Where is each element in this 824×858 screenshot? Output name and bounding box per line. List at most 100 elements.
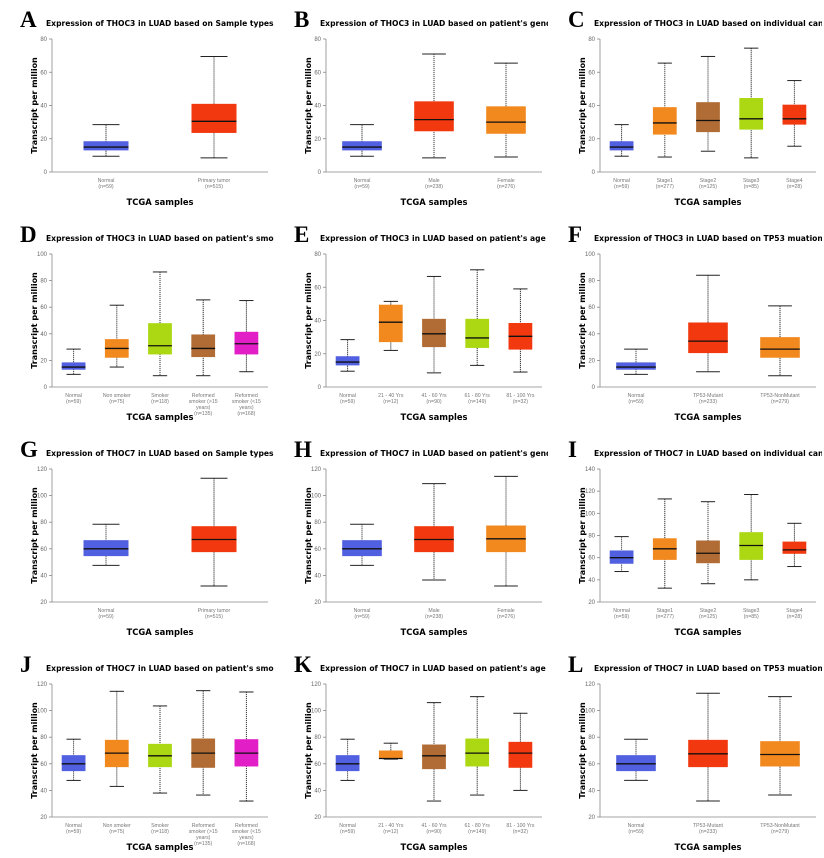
y-tick-label: 80 (588, 735, 595, 741)
box-iqr (422, 744, 446, 770)
chart-title: Expression of THOC3 in LUAD based on Sam… (46, 19, 274, 28)
category-label: TP53-Mutant (693, 823, 724, 829)
category-label-line: years) (239, 835, 254, 841)
y-axis-label: Transcript per million (578, 702, 587, 799)
boxplot-panel-j: J Expression of THOC7 in LUAD based on pa… (0, 645, 274, 858)
category-label: Female (497, 608, 514, 614)
category-count: (n=85) (744, 614, 759, 620)
box-stage3 (739, 47, 764, 159)
category-label: 21 - 40 Yrs (378, 823, 404, 829)
y-tick-label: 100 (311, 709, 322, 715)
box-iqr (782, 104, 807, 125)
category-label: Primary tumor (198, 608, 231, 614)
box-iqr (616, 755, 656, 772)
y-tick-label: 20 (588, 358, 595, 364)
category-count: (n=28) (787, 614, 802, 620)
y-tick-label: 80 (40, 279, 47, 285)
box-normal (335, 339, 360, 372)
box-iqr (378, 304, 403, 343)
category-count: (n=32) (513, 829, 528, 835)
category-count: (n=59) (66, 829, 81, 835)
x-axis-label: TCGA samples (126, 412, 193, 422)
boxplot-panel-h: H Expression of THOC7 in LUAD based on pa… (274, 430, 548, 643)
category-label: Normal (65, 393, 82, 399)
panel-letter: K (294, 652, 312, 677)
panel-letter: J (20, 652, 32, 677)
y-axis-label: Transcript per million (30, 487, 39, 584)
category-label: Non smoker (103, 823, 131, 829)
category-count: (n=277) (656, 184, 674, 190)
box-stage1 (652, 498, 677, 589)
box-normal (342, 523, 382, 566)
y-tick-label: 40 (40, 573, 47, 579)
y-tick-label: 60 (40, 305, 47, 311)
category-label-line: years) (196, 835, 211, 841)
category-label: Stage4 (786, 178, 803, 184)
category-label: Stage4 (786, 608, 803, 614)
box-iqr (688, 322, 728, 354)
x-axis-label: TCGA samples (674, 627, 741, 637)
category-count: (n=59) (98, 614, 113, 620)
category-label: Normal (65, 823, 82, 829)
box-normal (616, 738, 656, 781)
x-axis-label: TCGA samples (126, 197, 193, 207)
y-tick-label: 40 (314, 104, 321, 110)
y-tick-label: 60 (40, 70, 47, 76)
category-label: Normal (613, 608, 630, 614)
y-tick-label: 0 (592, 385, 596, 391)
category-count: (n=238) (425, 614, 443, 620)
box-female (486, 475, 526, 587)
category-count: (n=515) (205, 614, 223, 620)
boxplot-panel-g: G Expression of THOC7 in LUAD based on Sa… (0, 430, 274, 643)
category-label: TP53-Mutant (693, 393, 724, 399)
box-iqr (652, 107, 677, 135)
box-41-60-yrs (422, 702, 446, 802)
category-count: (n=118) (151, 399, 169, 405)
box-iqr (696, 540, 720, 564)
y-tick-label: 60 (314, 762, 321, 768)
y-tick-label: 40 (314, 319, 321, 325)
y-tick-label: 40 (40, 788, 47, 794)
x-axis-label: TCGA samples (400, 627, 467, 637)
box-iqr (609, 141, 634, 151)
y-tick-label: 60 (40, 762, 47, 768)
box-iqr (342, 540, 382, 557)
x-axis-label: TCGA samples (674, 197, 741, 207)
box-21-40-yrs (378, 742, 403, 760)
chart-title: Expression of THOC3 in LUAD based on pat… (320, 234, 546, 243)
boxplot-panel-b: B Expression of THOC3 in LUAD based on pa… (274, 0, 548, 213)
category-count: (n=118) (151, 829, 169, 835)
category-count: (n=149) (468, 829, 486, 835)
category-count: (n=233) (699, 829, 717, 835)
y-tick-label: 60 (588, 70, 595, 76)
box-iqr (465, 738, 490, 767)
box-61-80-yrs (465, 269, 490, 366)
y-tick-label: 80 (588, 279, 595, 285)
box-iqr (760, 337, 800, 358)
boxplot-svg: J Expression of THOC7 in LUAD based on pa… (20, 652, 274, 852)
y-tick-label: 100 (585, 709, 596, 715)
y-axis-label: Transcript per million (304, 702, 313, 799)
category-count: (n=90) (426, 829, 441, 835)
box-iqr (760, 741, 800, 767)
category-label: Normal (339, 823, 356, 829)
boxplot-svg: F Expression of THOC3 in LUAD based on TP… (568, 222, 822, 422)
x-axis-label: TCGA samples (674, 842, 741, 852)
category-label: Non smoker (103, 393, 131, 399)
y-axis-label: Transcript per million (304, 272, 313, 369)
boxplot-panel-d: D Expression of THOC3 in LUAD based on pa… (0, 215, 274, 428)
box-iqr (378, 750, 403, 759)
box-21-40-yrs (378, 300, 403, 351)
panel-letter: B (294, 7, 309, 32)
y-tick-label: 60 (588, 556, 595, 562)
category-label: Stage3 (743, 178, 760, 184)
panel-letter: E (294, 222, 309, 247)
panel-letter: L (568, 652, 583, 677)
category-label: Stage2 (700, 178, 717, 184)
x-axis-label: TCGA samples (126, 627, 193, 637)
panel-letter: C (568, 7, 585, 32)
y-axis-label: Transcript per million (578, 57, 587, 154)
box-stage4 (782, 80, 807, 147)
box-normal (61, 348, 86, 375)
box-iqr (508, 741, 533, 768)
